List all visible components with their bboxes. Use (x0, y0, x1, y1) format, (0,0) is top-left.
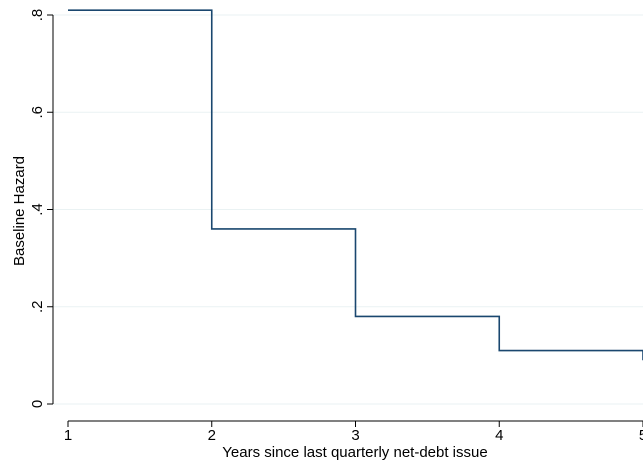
grid-layer (53, 14, 643, 405)
y-tick-label-2: .4 (29, 203, 46, 216)
y-axis-title: Baseline Hazard (11, 156, 28, 266)
y-tick-label-4: .8 (29, 9, 46, 22)
x-tick-label-2: 3 (351, 427, 359, 444)
series-line-0 (68, 9, 643, 361)
x-tick-label-4: 5 (639, 427, 643, 444)
series-layer (68, 9, 643, 361)
axis-layer: 0 .2 .4 .6 .8 1 2 3 4 5 (29, 9, 643, 444)
x-tick-label-1: 2 (208, 427, 216, 444)
y-tick-label-3: .6 (29, 106, 46, 119)
x-tick-label-3: 4 (495, 427, 503, 444)
y-tick-label-0: 0 (29, 400, 46, 408)
x-axis-title: Years since last quarterly net-debt issu… (222, 444, 487, 461)
y-tick-label-1: .2 (29, 300, 46, 313)
x-tick-label-0: 1 (64, 427, 72, 444)
